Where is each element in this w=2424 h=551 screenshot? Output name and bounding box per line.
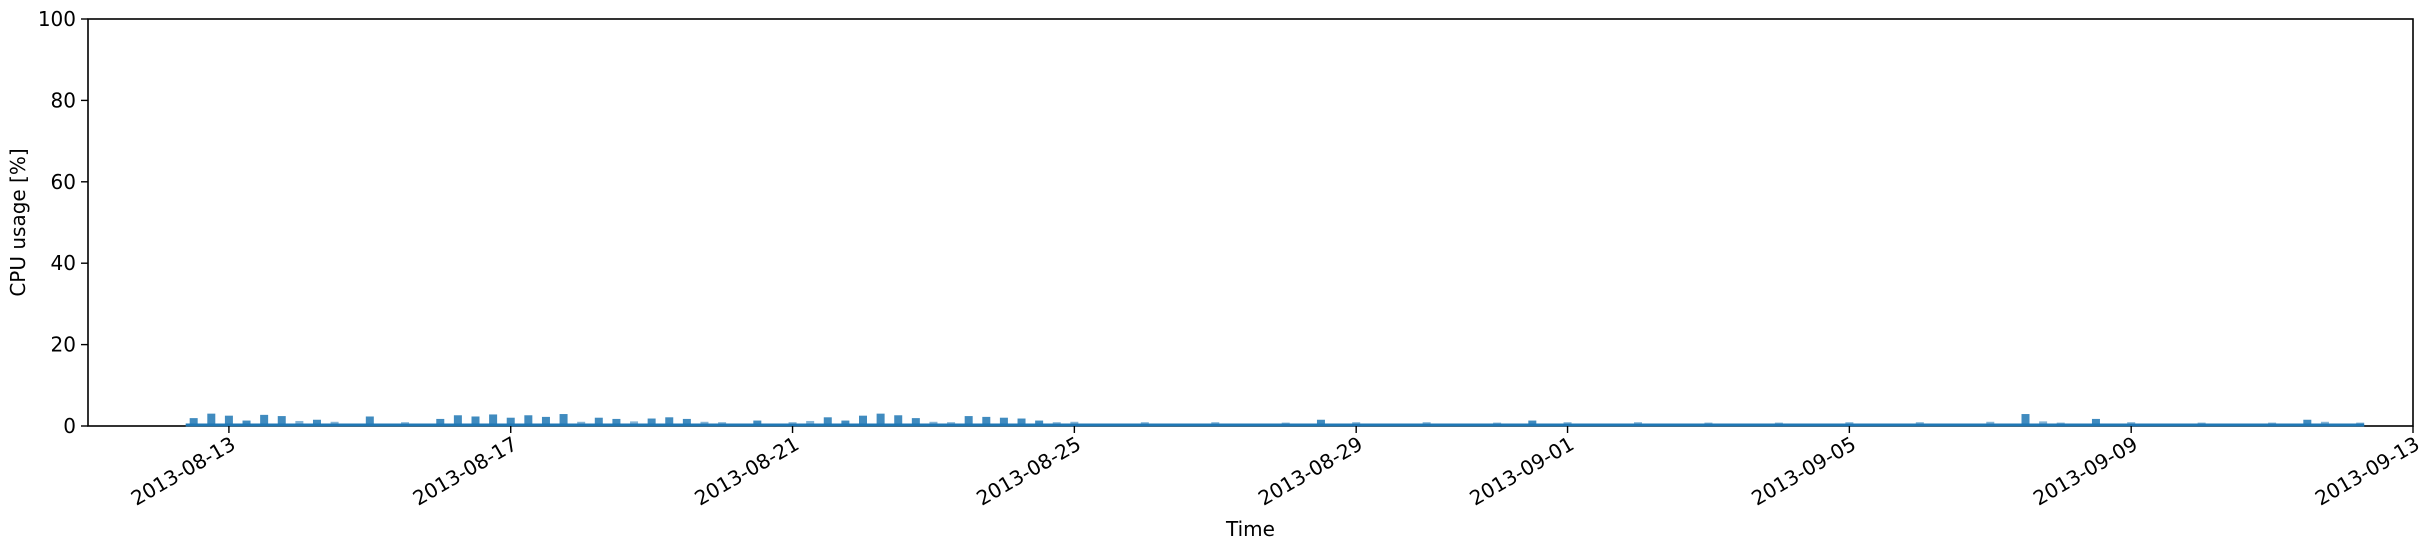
- data-point: [1704, 422, 1713, 427]
- data-point: [2091, 418, 2100, 424]
- data-point: [682, 418, 691, 424]
- data-point: [224, 415, 233, 424]
- data-point: [2320, 421, 2329, 426]
- data-point: [577, 421, 586, 426]
- y-tick-label: 80: [51, 88, 76, 112]
- data-point: [2056, 422, 2065, 427]
- data-point: [630, 421, 639, 426]
- data-point: [929, 421, 938, 426]
- data-point: [999, 417, 1008, 424]
- data-point: [753, 420, 762, 425]
- x-tick-label: 2013-09-09: [2029, 432, 2142, 511]
- data-point: [401, 422, 410, 427]
- data-point: [1915, 422, 1924, 427]
- data-point: [295, 420, 304, 425]
- data-point: [242, 420, 251, 425]
- data-point: [718, 422, 727, 427]
- data-point: [506, 417, 515, 424]
- data-point: [947, 422, 956, 427]
- data-point: [489, 414, 498, 424]
- data-point: [189, 418, 198, 424]
- data-point: [647, 418, 656, 424]
- data-point: [665, 417, 674, 424]
- data-point: [260, 414, 269, 424]
- data-point: [1316, 419, 1325, 424]
- data-point: [2021, 414, 2030, 424]
- y-tick-label: 100: [38, 7, 76, 31]
- plot-frame: [87, 18, 2414, 427]
- plot-area: [87, 18, 2414, 427]
- data-point: [1035, 420, 1044, 425]
- data-point: [1211, 422, 1220, 427]
- data-point: [1422, 422, 1431, 427]
- data-point: [453, 415, 462, 424]
- data-point: [2303, 419, 2312, 424]
- data-point: [612, 418, 621, 424]
- x-tick-label: 2013-08-13: [127, 432, 240, 511]
- data-point: [365, 416, 374, 424]
- data-point: [1845, 422, 1854, 427]
- data-point: [982, 416, 991, 424]
- data-point: [436, 418, 445, 424]
- x-tick-label: 2013-08-21: [690, 432, 803, 511]
- data-point: [876, 413, 885, 424]
- data-point: [1986, 421, 1995, 426]
- data-point: [2268, 422, 2277, 427]
- data-point: [964, 416, 973, 424]
- data-point: [1070, 421, 1079, 426]
- data-point: [1352, 422, 1361, 427]
- data-point: [1634, 422, 1642, 427]
- data-point: [911, 418, 920, 424]
- data-point: [524, 415, 533, 424]
- x-tick-label: 2013-08-25: [972, 432, 1085, 511]
- x-tick-label: 2013-08-29: [1254, 432, 1367, 511]
- x-axis-ticks: 2013-08-13 2013-08-17 2013-08-21 2013-08-25…: [127, 426, 2424, 510]
- data-point: [841, 420, 850, 425]
- data-point: [594, 417, 603, 424]
- y-tick-label: 40: [51, 251, 76, 275]
- data-point: [1774, 422, 1783, 427]
- data-point: [471, 416, 480, 424]
- data-point: [1140, 422, 1149, 427]
- x-tick-label: 2013-09-13: [2311, 432, 2424, 511]
- x-tick-label: 2013-09-05: [1747, 432, 1860, 511]
- data-point: [1493, 422, 1502, 427]
- x-axis-label: Time: [1225, 517, 1275, 541]
- data-point: [1528, 420, 1537, 425]
- y-axis-label: CPU usage [%]: [6, 148, 30, 296]
- data-point: [859, 415, 867, 424]
- data-point: [1281, 422, 1290, 427]
- data-point: [559, 414, 568, 424]
- y-axis-ticks: 0 20 40 60 80 100: [38, 7, 88, 438]
- data-points: [185, 413, 2365, 427]
- y-tick-label: 20: [51, 333, 76, 357]
- data-point: [2127, 422, 2136, 427]
- data-point: [823, 417, 832, 424]
- data-point: [541, 416, 550, 424]
- data-point: [207, 413, 216, 424]
- data-point: [2039, 421, 2048, 426]
- data-point: [1017, 418, 1026, 424]
- data-point: [330, 421, 339, 426]
- data-point: [1052, 422, 1061, 427]
- data-point: [2197, 422, 2206, 427]
- x-tick-label: 2013-08-17: [409, 432, 522, 511]
- data-point: [700, 421, 709, 426]
- data-point: [1563, 422, 1572, 427]
- y-tick-label: 60: [51, 170, 76, 194]
- data-point: [788, 422, 797, 427]
- y-tick-label: 0: [63, 414, 76, 438]
- data-point: [806, 420, 815, 425]
- data-point: [312, 419, 321, 424]
- data-point: [894, 415, 903, 424]
- data-point: [277, 416, 286, 424]
- x-tick-label: 2013-09-01: [1465, 432, 1578, 511]
- data-point: [2356, 422, 2365, 427]
